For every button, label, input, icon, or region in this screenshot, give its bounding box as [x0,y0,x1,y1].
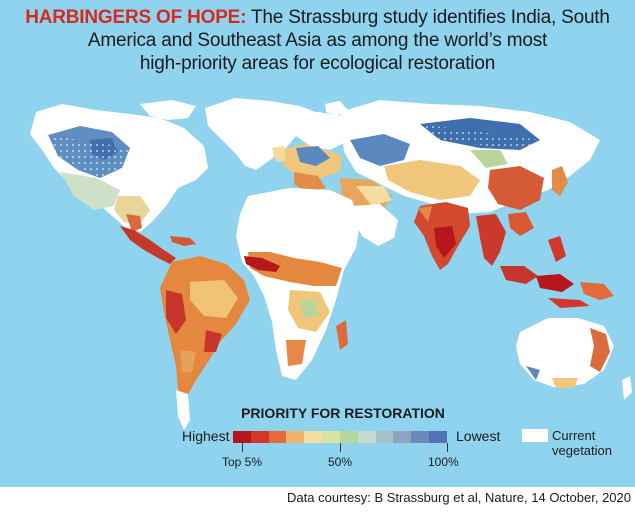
legend-swatch [411,431,430,443]
source-credit: Data courtesy: B Strassburg et al, Natur… [287,490,631,505]
new-zealand [622,376,632,400]
southeast-asia [476,212,614,308]
legend-tick-label: 100% [428,455,459,469]
headline-line-2: America and Southeast Asia as among the … [87,30,548,51]
legend-tick [447,443,448,452]
world-map [30,98,632,430]
headline-line-3: high-priority areas for ecological resto… [139,53,496,74]
legend-swatch [233,431,251,443]
caribbean [170,236,196,246]
north-america [30,104,208,232]
arctic-islands [140,100,196,120]
headline: HARBINGERS OF HOPE: The Strassburg study… [0,6,635,75]
legend-color-bar [233,431,447,443]
greenland [205,98,318,170]
legend-title: PRIORITY FOR RESTORATION [241,405,445,421]
legend-tick [340,443,341,452]
vegetation-label: Current vegetation [552,428,612,458]
africa [236,188,360,380]
arabia [352,204,398,246]
legend-swatch [304,431,323,443]
legend-swatch [429,431,447,443]
legend-tick-label: Top 5% [222,455,263,469]
legend-swatch [268,431,287,443]
legend-swatch [375,431,394,443]
legend-swatch [286,431,305,443]
vegetation-swatch [522,429,548,442]
vegetation-label-line-2: vegetation [552,443,612,458]
legend-swatch [339,431,358,443]
headline-kicker: HARBINGERS OF HOPE: [25,7,247,28]
headline-line-1: HARBINGERS OF HOPE: The Strassburg study… [0,6,635,29]
asia [340,100,600,214]
south-america [160,256,250,430]
legend-swatch [393,431,412,443]
legend-tick-label: 50% [328,455,353,469]
australia [516,318,614,388]
legend-high-label: Highest [182,428,230,444]
legend-swatch [357,431,376,443]
europe [272,112,352,192]
india [414,202,470,270]
legend-low-label: Lowest [456,428,501,444]
legend-swatch [322,431,340,443]
headline-line-1-text: The Strassburg study identifies India, S… [251,7,610,28]
japan [552,166,568,196]
legend-tick [242,443,243,452]
vegetation-label-line-1: Current [552,428,596,443]
legend-swatch [250,431,269,443]
central-america [120,226,176,264]
